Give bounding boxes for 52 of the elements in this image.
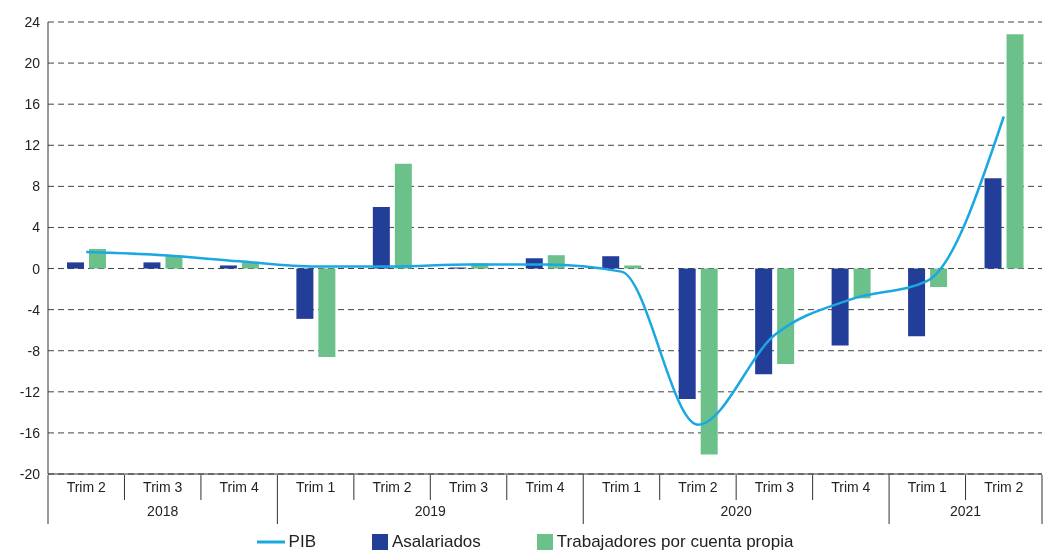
legend-label: Asalariados [392, 532, 481, 552]
y-tick-label: -4 [27, 301, 41, 318]
bar [700, 268, 718, 455]
bar [1006, 34, 1024, 269]
bar [755, 268, 773, 375]
y-tick-label: 16 [24, 96, 41, 113]
x-tick-label: Trim 2 [66, 479, 107, 495]
x-tick-label: Trim 1 [296, 479, 336, 495]
bar [831, 268, 849, 346]
bar [67, 262, 84, 269]
bar [624, 265, 642, 269]
bar [777, 268, 795, 365]
x-tick-label: Trim 2 [372, 479, 412, 495]
legend-label: Trabajadores por cuenta propia [556, 532, 794, 552]
x-tick-label: Trim 3 [754, 479, 795, 495]
text: 2020 [720, 503, 752, 519]
x-tick-label: Trim 4 [831, 479, 871, 495]
y-tick-label: 20 [24, 55, 41, 72]
bar [165, 256, 183, 269]
x-tick-label: Trim 1 [907, 479, 948, 495]
x-tick-label: Trim 2 [984, 479, 1024, 495]
x-tick-label: Trim 4 [219, 479, 259, 495]
bar [143, 262, 161, 269]
y-tick-label: 0 [32, 260, 41, 277]
bar [678, 268, 696, 400]
legend-label: PIB [288, 532, 316, 552]
bar [219, 265, 237, 269]
text: 2019 [414, 503, 447, 519]
y-tick-label: -16 [19, 424, 41, 441]
y-tick-label: 12 [24, 137, 41, 154]
x-tick-label: Trim 3 [143, 479, 183, 495]
y-tick-label: 4 [32, 219, 41, 236]
text: 2021 [949, 503, 982, 519]
bar [908, 268, 926, 337]
y-tick-label: -8 [27, 342, 41, 359]
y-tick-label: 24 [24, 13, 41, 30]
bar [853, 268, 871, 299]
bar [602, 256, 620, 269]
bar [372, 206, 390, 269]
x-tick-label: Trim 1 [601, 479, 642, 495]
x-tick-label: Trim 4 [525, 479, 565, 495]
bar [318, 268, 336, 357]
y-tick-label: 8 [32, 178, 41, 195]
x-tick-label: Trim 3 [448, 479, 489, 495]
y-tick-label: -12 [19, 383, 41, 400]
x-tick-label: Trim 2 [678, 479, 718, 495]
line-series [84, 115, 1006, 426]
bar [296, 268, 314, 319]
y-tick-label: -20 [19, 465, 41, 482]
text: 2018 [147, 503, 179, 519]
bar [394, 163, 412, 269]
bar [984, 178, 1002, 269]
